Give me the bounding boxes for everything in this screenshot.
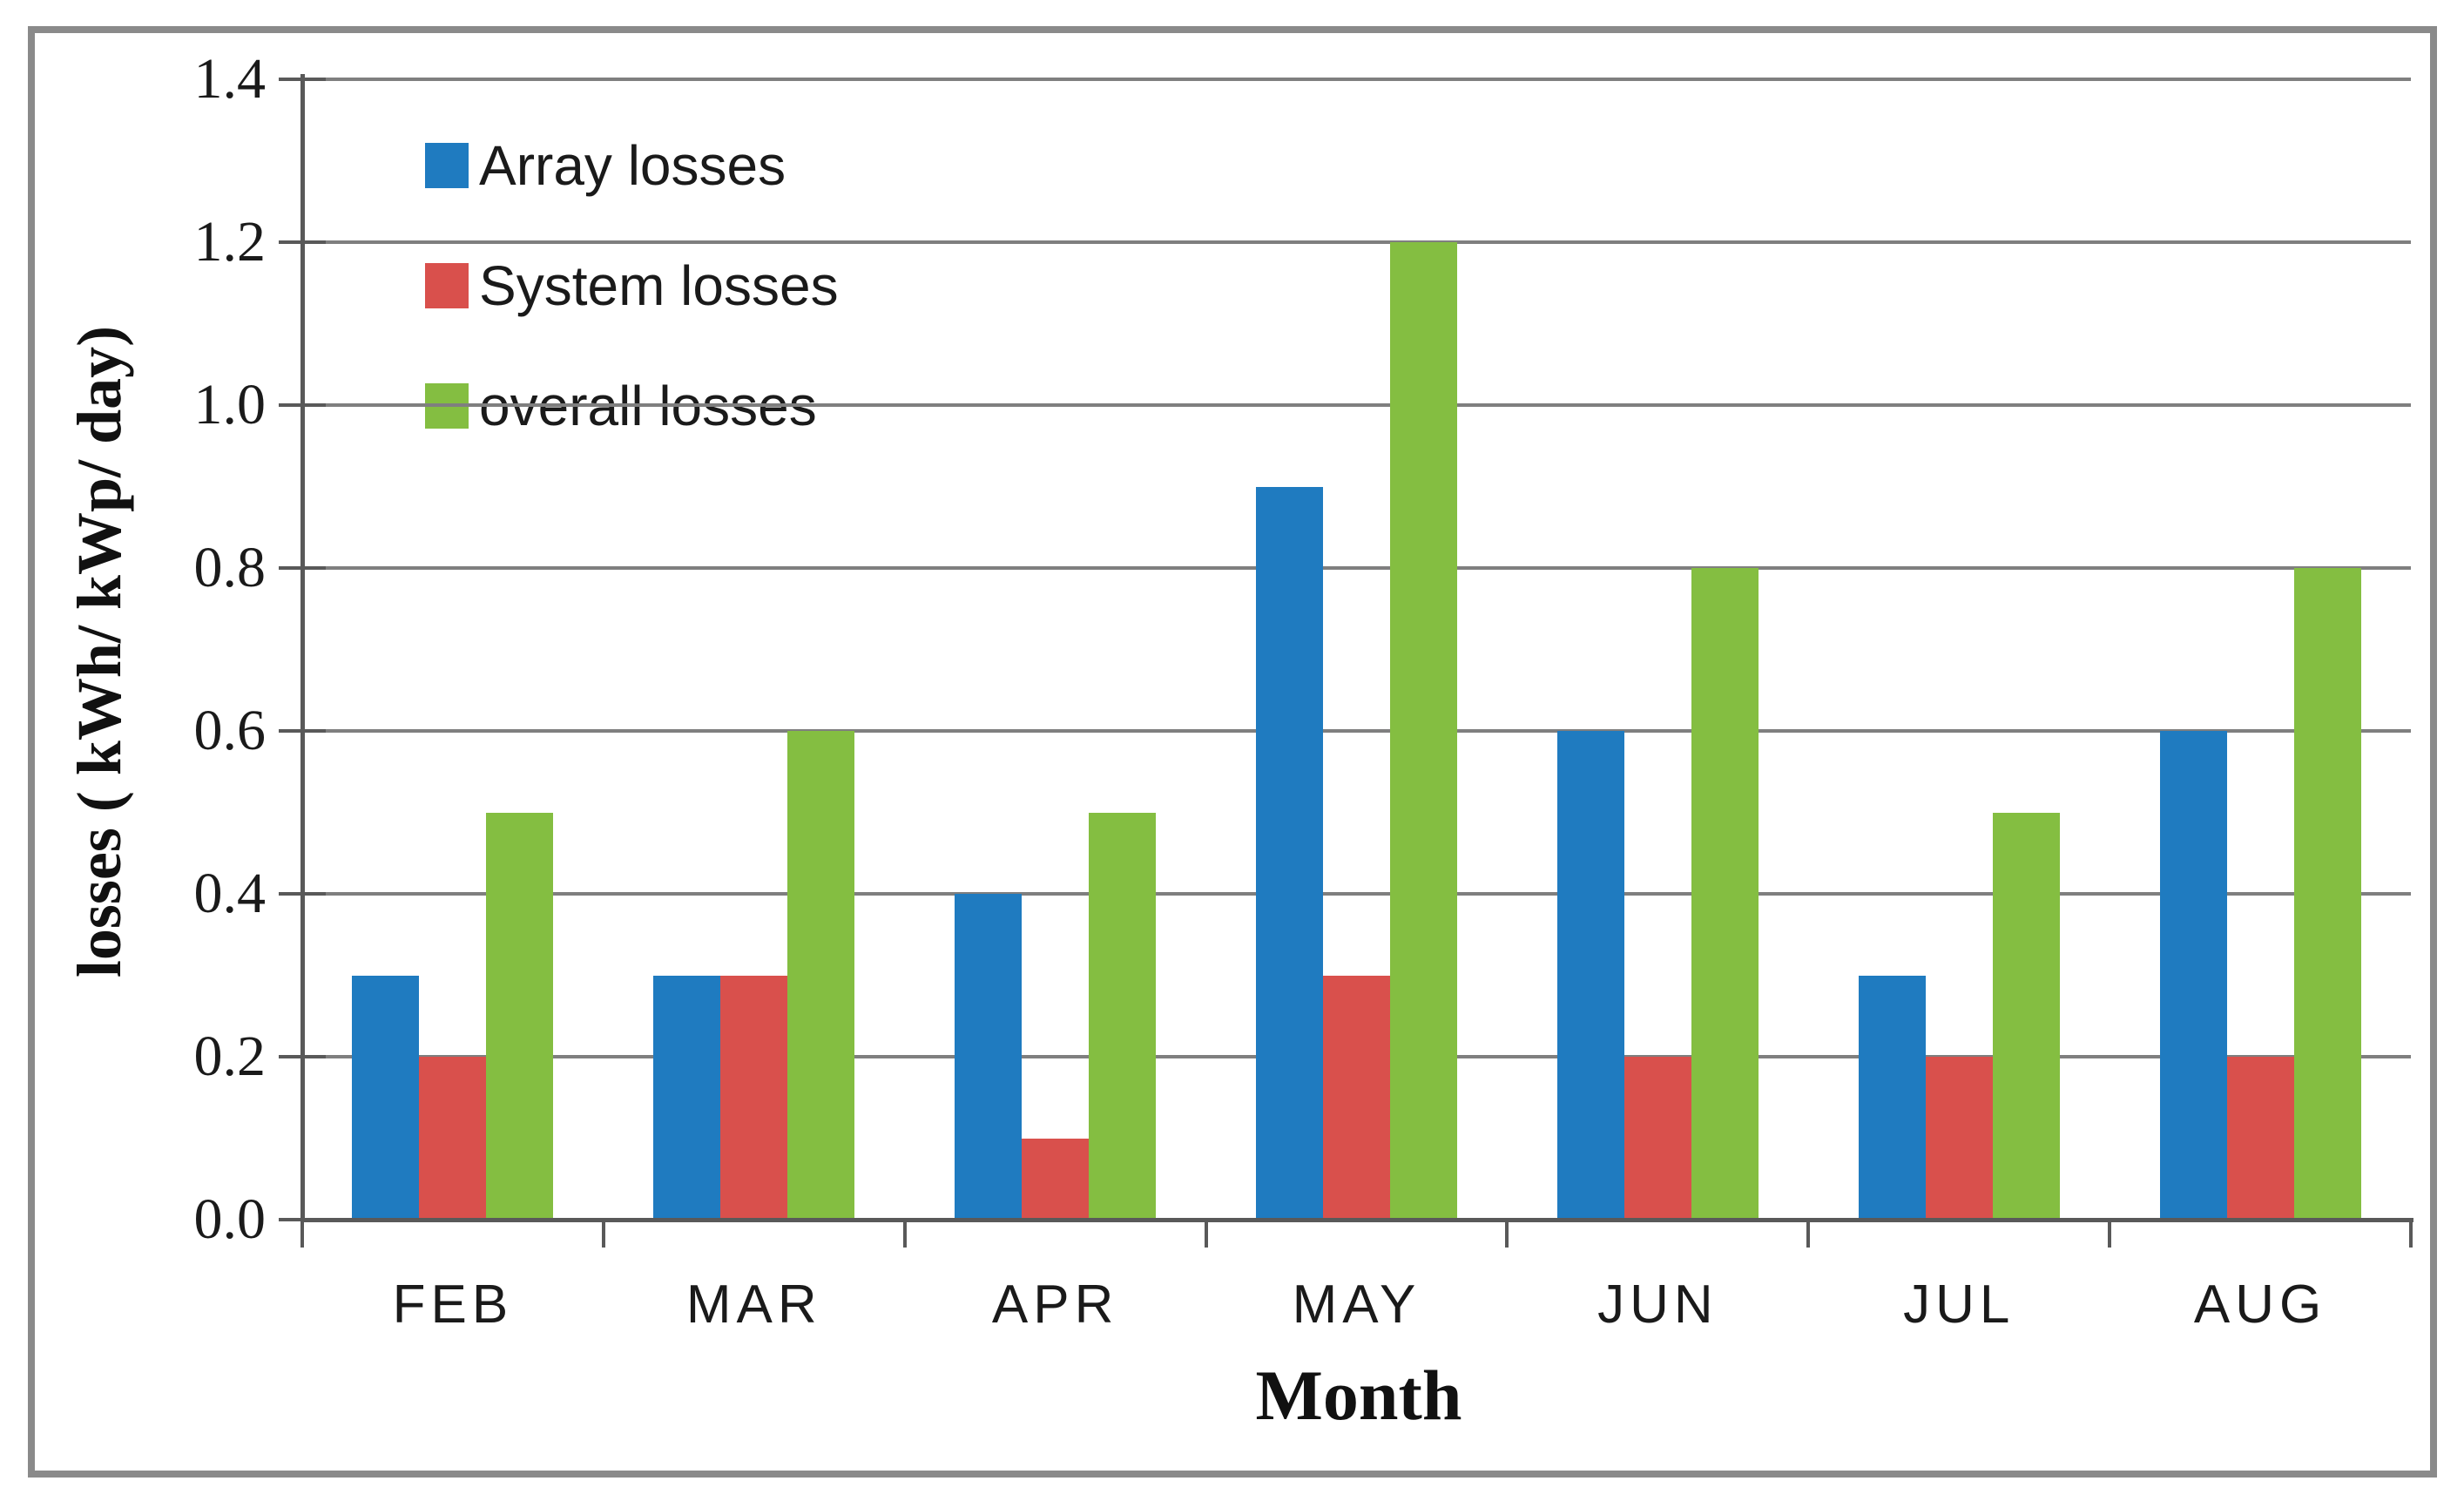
x-axis-tick	[902, 1220, 907, 1248]
bar-system-jun	[1624, 1057, 1691, 1220]
gridline	[302, 240, 2411, 244]
figure-border	[28, 26, 2437, 1478]
bar-array-jul	[1858, 975, 1926, 1220]
y-tick-label: 0.0	[193, 1187, 267, 1251]
bar-overall-feb	[486, 812, 554, 1220]
x-tick-label: JUN	[1597, 1275, 1718, 1335]
bar-array-mar	[653, 975, 721, 1220]
bar-array-feb	[352, 975, 420, 1220]
y-tick-label: 0.2	[193, 1024, 267, 1088]
x-axis-tick	[1505, 1220, 1509, 1248]
y-tick-label: 0.4	[193, 862, 267, 925]
bar-array-apr	[955, 894, 1023, 1220]
bar-overall-jul	[1992, 812, 2060, 1220]
bar-overall-mar	[787, 731, 855, 1220]
legend: Array losses System losses overall losses	[425, 131, 839, 491]
x-axis-tick	[1806, 1220, 1811, 1248]
x-axis-tick	[601, 1220, 605, 1248]
x-tick-label: AUG	[2193, 1275, 2327, 1335]
gridline	[302, 729, 2411, 733]
x-axis-line	[300, 1218, 2413, 1222]
y-tick-label: 0.8	[193, 536, 267, 599]
gridline	[302, 403, 2411, 407]
legend-label: System losses	[479, 254, 839, 317]
bar-system-aug	[2226, 1057, 2294, 1220]
x-tick-label: APR	[991, 1275, 1119, 1335]
x-tick-label: FEB	[392, 1275, 514, 1335]
bar-array-may	[1256, 486, 1323, 1220]
x-tick-label: MAY	[1292, 1275, 1421, 1335]
x-axis-tick	[300, 1220, 304, 1248]
legend-swatch-icon	[425, 263, 469, 308]
x-axis-tick	[1204, 1220, 1208, 1248]
y-tick-label: 1.4	[193, 47, 267, 111]
bar-system-mar	[720, 975, 788, 1220]
y-axis-line	[300, 74, 305, 1221]
bar-overall-apr	[1089, 812, 1157, 1220]
legend-label: Array losses	[479, 134, 786, 197]
bar-overall-may	[1390, 242, 1457, 1220]
bar-array-aug	[2159, 731, 2227, 1220]
legend-item: Array losses	[425, 131, 839, 200]
x-tick-label: JUL	[1903, 1275, 2015, 1335]
y-tick-label: 1.2	[193, 210, 267, 274]
y-tick-label: 1.0	[193, 373, 267, 436]
bar-system-apr	[1022, 1138, 1090, 1220]
bar-system-jul	[1925, 1057, 1993, 1220]
bar-overall-aug	[2293, 568, 2361, 1220]
gridline	[302, 78, 2411, 81]
gridline	[302, 892, 2411, 896]
x-axis-tick	[2108, 1220, 2112, 1248]
y-tick-label: 0.6	[193, 699, 267, 762]
bar-system-feb	[419, 1057, 487, 1220]
x-axis-title: Month	[1255, 1356, 1462, 1435]
gridline	[302, 566, 2411, 570]
bar-system-may	[1323, 975, 1390, 1220]
bar-array-jun	[1556, 731, 1624, 1220]
x-axis-tick	[2409, 1220, 2413, 1248]
x-tick-label: MAR	[685, 1275, 822, 1335]
bar-overall-jun	[1691, 568, 1759, 1220]
legend-swatch-icon	[425, 143, 469, 188]
legend-item: System losses	[425, 251, 839, 321]
